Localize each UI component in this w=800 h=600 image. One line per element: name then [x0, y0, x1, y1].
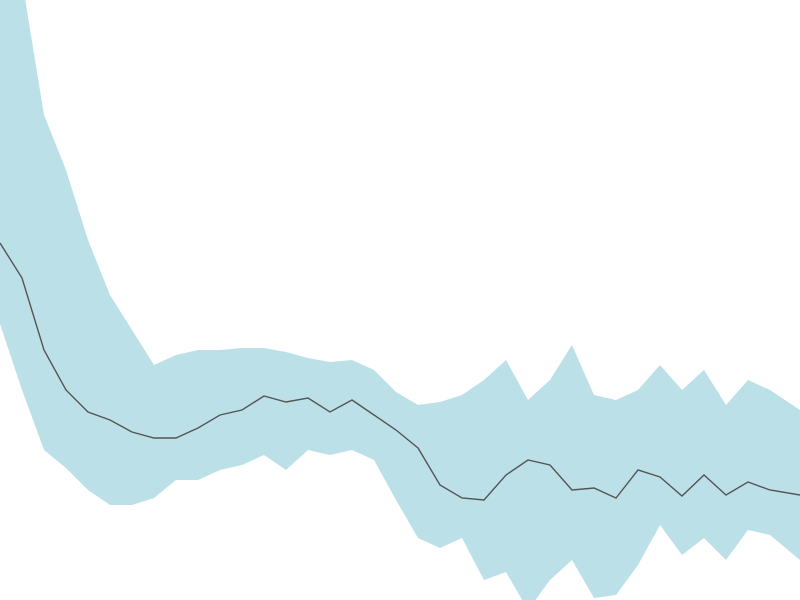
confidence-band-chart [0, 0, 800, 600]
chart-svg [0, 0, 800, 600]
